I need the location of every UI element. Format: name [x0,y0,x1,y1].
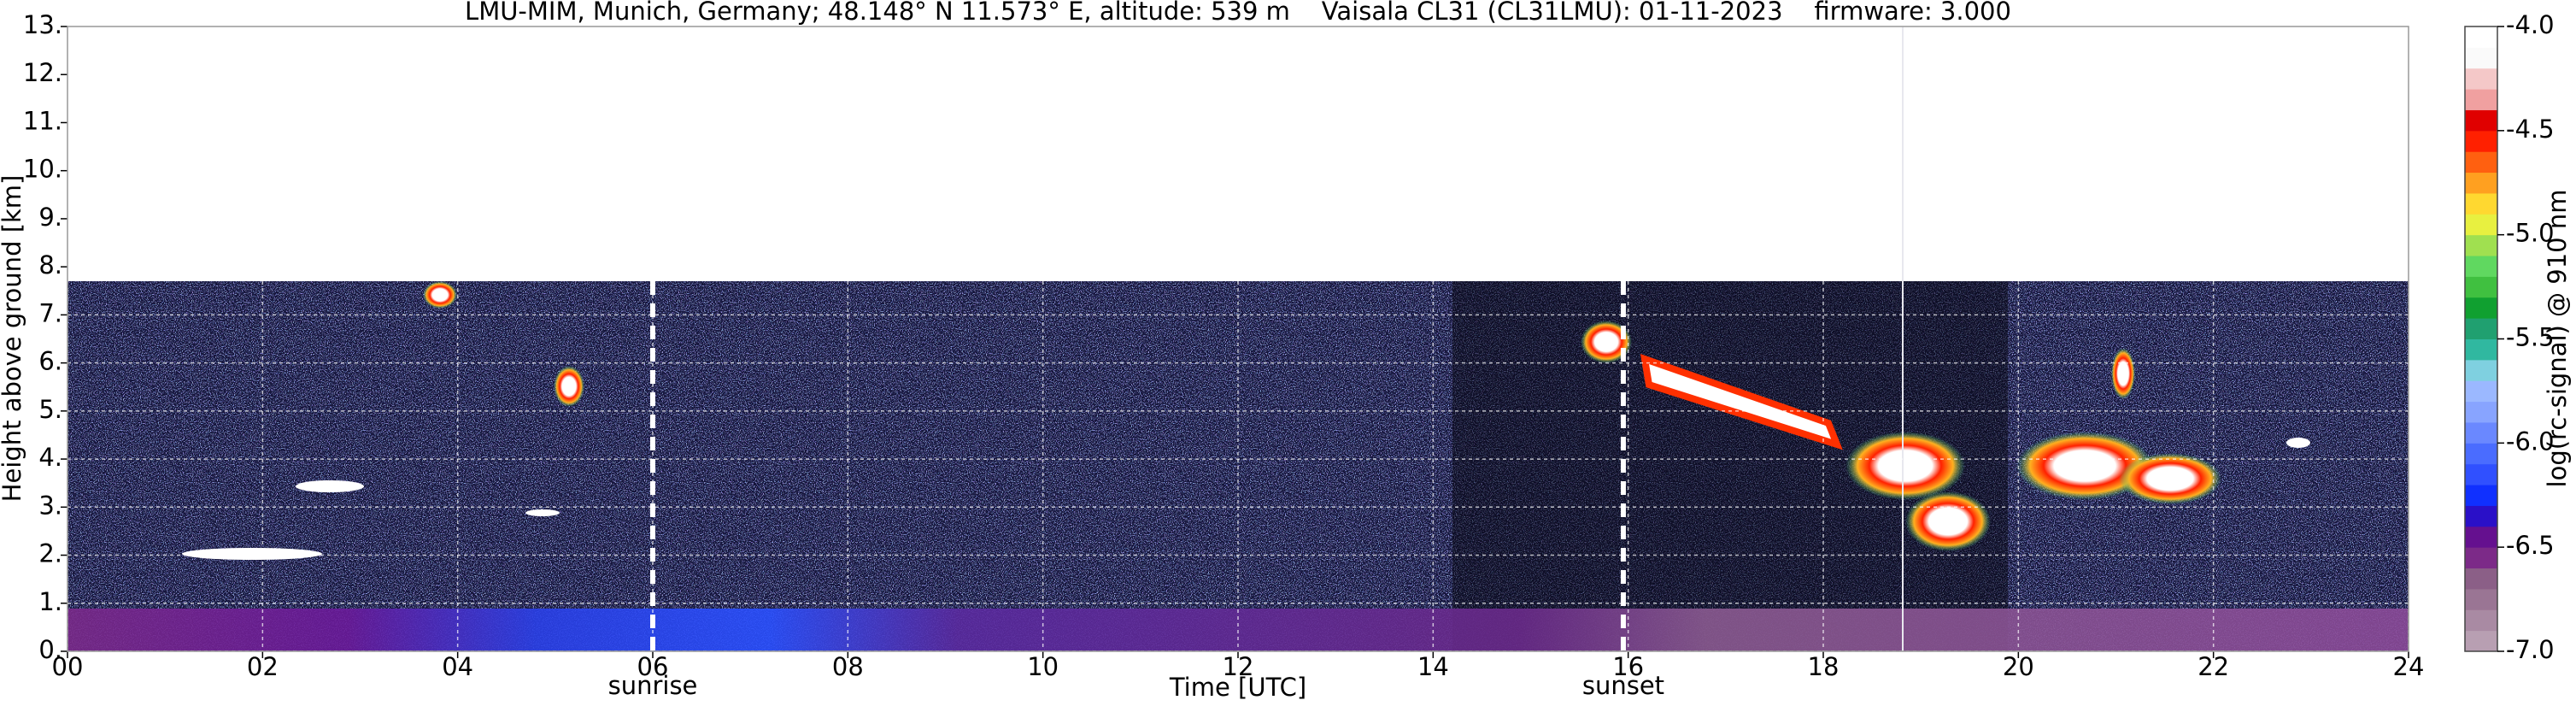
colorbar-swatch [2465,338,2497,361]
colorbar-swatch [2465,443,2497,465]
y-tick-label: 11. [23,106,62,135]
colorbar-tick-label: -5.0 [2506,219,2555,248]
y-tick-label: 6. [38,347,62,376]
y-tick-label: 0. [38,635,62,664]
y-tick-label: 9. [38,203,62,232]
colorbar-swatch [2465,276,2497,298]
x-tick-label: 22 [2198,652,2229,681]
x-tick-label: 10 [1027,652,1059,681]
x-tick-label: 16 [1612,652,1644,681]
x-tick-label: 02 [247,652,279,681]
colorbar-swatch [2465,505,2497,527]
x-axis-label: Time [UTC] [1169,673,1306,702]
colorbar-tick-label: -4.5 [2506,115,2555,144]
y-tick-label: 1. [38,587,62,616]
annotation-label: sunrise [608,671,698,700]
x-tick-label: 18 [1808,652,1840,681]
y-tick-label: 8. [38,250,62,279]
colorbar-swatch [2465,47,2497,69]
colorbar-tick-label: -5.5 [2506,323,2555,352]
colorbar-swatch [2465,401,2497,423]
colorbar-swatch [2465,609,2497,632]
colorbar-swatch [2465,26,2497,48]
x-tick-label: 24 [2393,652,2425,681]
y-tick-label: 4. [38,443,62,472]
colorbar-swatch [2465,421,2497,444]
y-tick-label: 2. [38,539,62,568]
colorbar-swatch [2465,192,2497,215]
colorbar-swatch [2465,234,2497,256]
colorbar-tick-label: -7.0 [2506,635,2555,664]
colorbar-swatch [2465,109,2497,132]
colorbar-tick-label: -4.0 [2506,10,2555,39]
colorbar-swatch [2465,630,2497,652]
y-tick-label: 13. [23,10,62,39]
colorbar-swatch [2465,380,2497,403]
x-tick-label: 04 [442,652,473,681]
chart-title: LMU-MIM, Munich, Germany; 48.148° N 11.5… [465,0,2011,26]
y-tick-label: 12. [23,58,62,87]
colorbar-swatch [2465,172,2497,194]
colorbar-tick-label: -6.5 [2506,531,2555,560]
y-tick-label: 7. [38,298,62,327]
colorbar-swatch [2465,256,2497,277]
y-tick-label: 5. [38,395,62,424]
y-tick-label: 3. [38,491,62,520]
colorbar-swatch [2465,526,2497,548]
colorbar-swatch [2465,568,2497,590]
colorbar-swatch [2465,485,2497,506]
x-tick-label: 06 [637,652,669,681]
colorbar-swatch [2465,297,2497,319]
colorbar-swatch [2465,359,2497,381]
colorbar-swatch [2465,318,2497,339]
plot-frame [67,26,2409,652]
colorbar-label: log(rc-signal) @ 910 nm [2543,190,2572,488]
x-tick-label: 20 [2003,652,2034,681]
colorbar-swatch [2465,547,2497,569]
colorbar-swatch [2465,130,2497,152]
colorbar-swatch [2465,89,2497,110]
colorbar-swatch [2465,68,2497,90]
colorbar-swatch [2465,463,2497,485]
y-axis-label: Height above ground [km] [0,175,26,503]
x-tick-label: 08 [832,652,864,681]
x-tick-label: 14 [1417,652,1449,681]
x-tick-label: 00 [52,652,84,681]
colorbar-swatch [2465,151,2497,174]
colorbar-swatch [2465,214,2497,236]
y-tick-label: 10. [23,155,62,184]
colorbar-tick-label: -6.0 [2506,427,2555,456]
annotation-label: sunset [1582,671,1664,700]
x-tick-label: 12 [1223,652,1254,681]
colorbar-swatch [2465,588,2497,610]
